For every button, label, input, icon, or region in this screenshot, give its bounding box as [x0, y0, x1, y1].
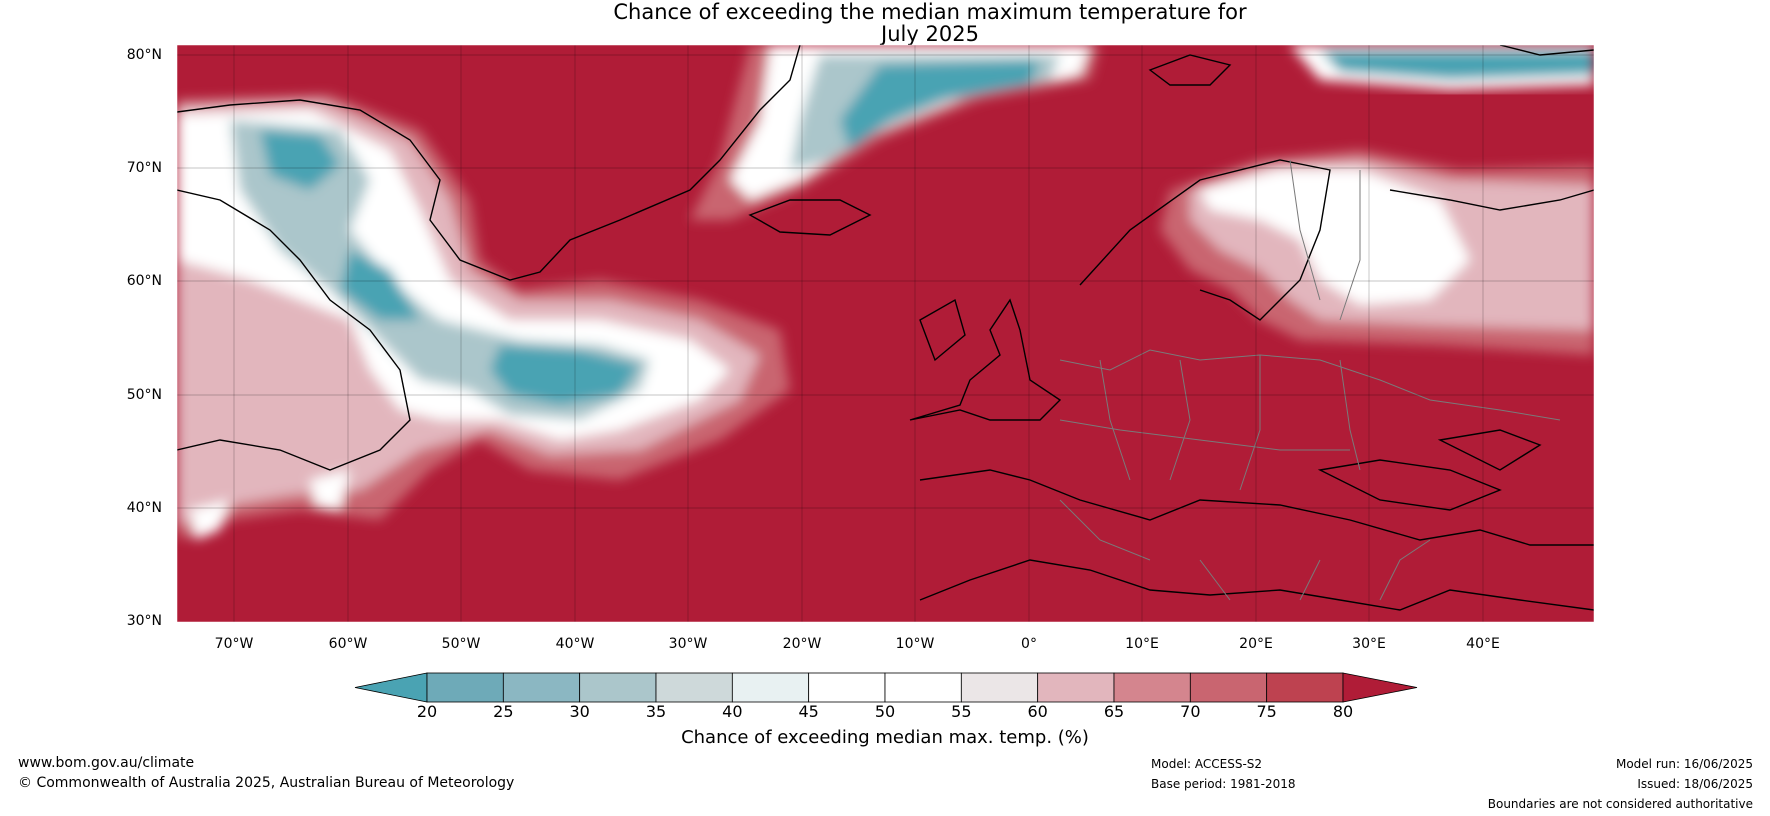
colorbar-segment	[1189, 672, 1268, 703]
colorbar-tick-label: 20	[416, 702, 438, 721]
colorbar-segment	[579, 672, 657, 703]
colorbar-segments	[354, 672, 1418, 703]
lon-label-10w: 10°W	[895, 636, 935, 652]
lon-label-60w: 60°W	[328, 636, 368, 652]
lon-label-10e: 10°E	[1125, 636, 1159, 652]
map-title-line2: July 2025	[881, 22, 979, 46]
anomaly-region-baffin	[177, 95, 790, 540]
colorbar-tick-label: 50	[874, 702, 896, 721]
colorbar-segment	[808, 672, 886, 703]
colorbar-tick-label: 45	[798, 702, 819, 721]
footer-base-period: Base period: 1981-2018	[1151, 777, 1296, 791]
colorbar-segment	[1113, 672, 1191, 703]
graticule	[177, 45, 1594, 622]
colorbar-tick-label: 75	[1256, 702, 1277, 721]
country-borders	[1059, 159, 1561, 601]
footer-copyright: © Commonwealth of Australia 2025, Austra…	[18, 775, 515, 791]
lon-label-0: 0°	[1021, 636, 1037, 652]
lat-label-40n: 40°N	[126, 500, 162, 516]
colorbar-arrow-high	[1342, 672, 1418, 703]
colorbar-tick-label: 80	[1332, 702, 1354, 721]
lon-label-30w: 30°W	[668, 636, 708, 652]
lat-label-80n: 80°N	[126, 47, 162, 63]
anomaly-region-barents	[1290, 45, 1594, 90]
colorbar-label: Chance of exceeding median max. temp. (%…	[681, 727, 1089, 748]
footer-url[interactable]: www.bom.gov.au/climate	[18, 755, 195, 771]
footer-model-run: Model run: 16/06/2025	[1615, 757, 1753, 771]
colorbar-segment	[960, 672, 1039, 703]
lon-label-20e: 20°E	[1239, 636, 1273, 652]
map-title-line1: Chance of exceeding the median maximum t…	[613, 0, 1247, 24]
colorbar-tick-label: 70	[1180, 702, 1201, 721]
colorbar-segment	[1037, 672, 1115, 703]
lat-label-60n: 60°N	[126, 273, 162, 289]
footer-disclaimer: Boundaries are not considered authoritat…	[1487, 797, 1753, 811]
colorbar-arrow-low	[354, 672, 428, 703]
coastlines	[177, 45, 1594, 611]
colorbar-segment	[426, 672, 504, 703]
lon-label-50w: 50°W	[441, 636, 481, 652]
lon-label-40e: 40°E	[1466, 636, 1500, 652]
anomaly-region-fram-strait	[690, 45, 1100, 220]
colorbar-segment	[731, 672, 810, 703]
colorbar-segment	[655, 672, 733, 703]
lat-label-30n: 30°N	[126, 613, 162, 629]
colorbar-segment	[502, 672, 581, 703]
colorbar-tick-label: 40	[722, 702, 743, 721]
colorbar-tick-label: 65	[1103, 702, 1125, 721]
lon-label-40w: 40°W	[555, 636, 595, 652]
colorbar-tick-label: 60	[1027, 702, 1048, 721]
colorbar-tick-label: 30	[569, 702, 590, 721]
colorbar-tick-label: 55	[951, 702, 972, 721]
colorbar-segment	[1266, 672, 1344, 703]
lon-label-20w: 20°W	[782, 636, 822, 652]
anomaly-region-scandinavia-russia	[1160, 150, 1594, 355]
lat-label-70n: 70°N	[126, 160, 162, 176]
footer-model: Model: ACCESS-S2	[1151, 757, 1263, 771]
colorbar-tick-label: 25	[493, 702, 514, 721]
lon-label-70w: 70°W	[214, 636, 254, 652]
footer-issued: Issued: 18/06/2025	[1637, 777, 1753, 791]
colorbar-tick-label: 35	[645, 702, 667, 721]
lat-label-50n: 50°N	[126, 387, 162, 403]
colorbar-segment	[884, 672, 962, 703]
lon-label-30e: 30°E	[1352, 636, 1386, 652]
